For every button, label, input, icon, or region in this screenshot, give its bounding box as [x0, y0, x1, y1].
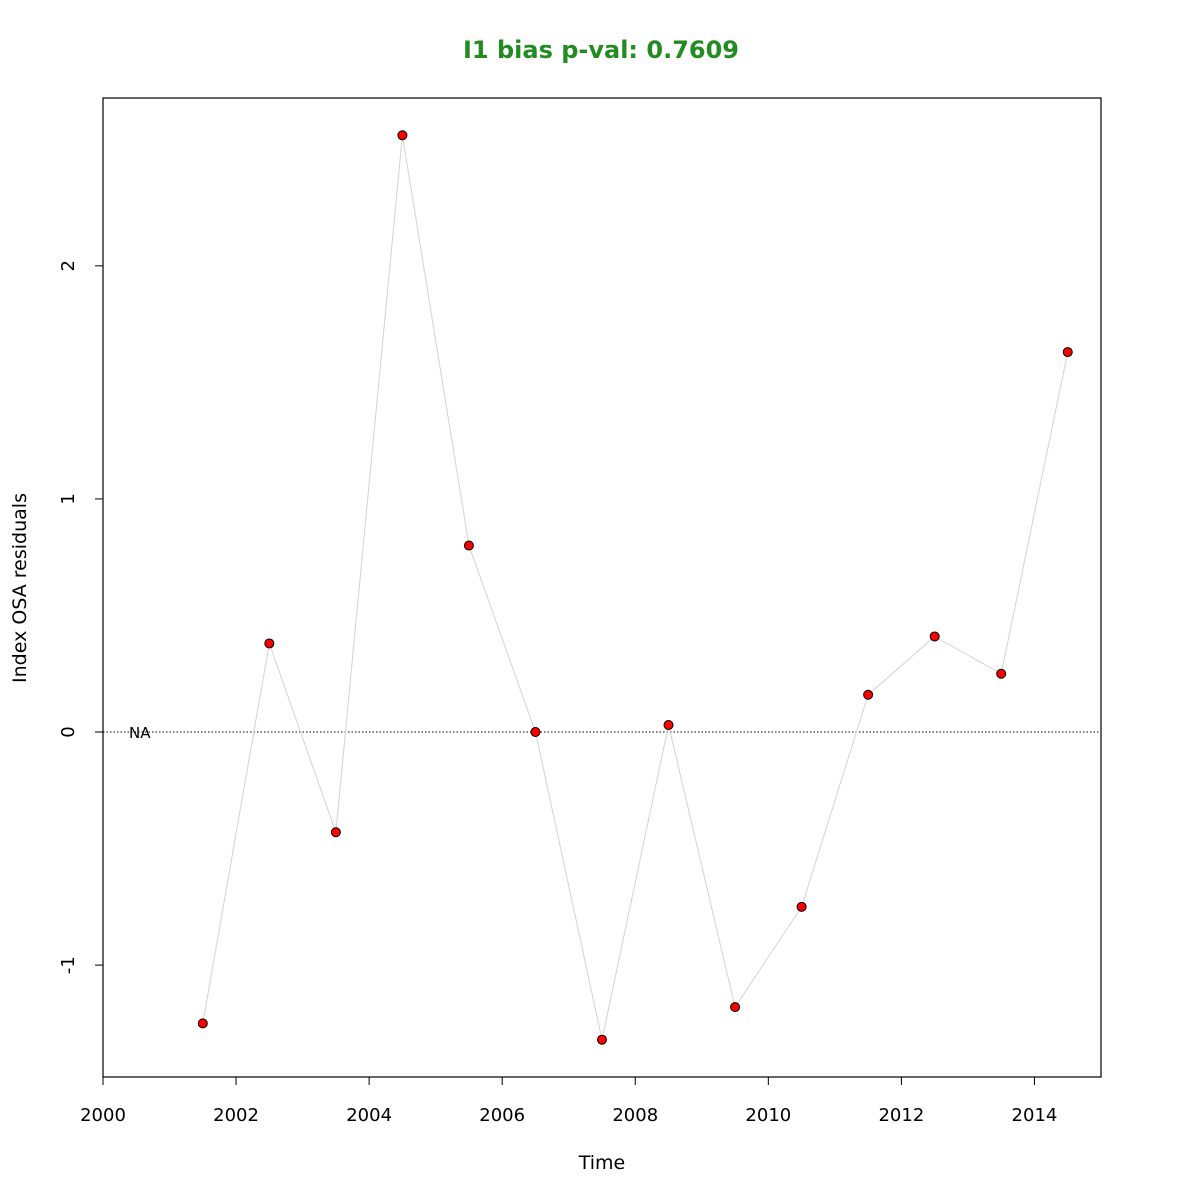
- x-tick-label: 2002: [213, 1105, 259, 1126]
- data-point: [996, 668, 1007, 679]
- data-point: [796, 901, 807, 912]
- plot-frame: [102, 97, 1102, 1078]
- data-point: [397, 130, 408, 141]
- reference-line-label: NA: [129, 724, 151, 742]
- x-axis-label: Time: [578, 1152, 626, 1174]
- x-tick-label: 2014: [1012, 1105, 1058, 1126]
- x-tick-label: 2012: [878, 1105, 924, 1126]
- series-line: [202, 135, 1069, 1040]
- x-tick-label: 2000: [80, 1105, 126, 1126]
- y-tick-label: 1: [58, 493, 79, 504]
- x-tick-label: 2004: [346, 1105, 392, 1126]
- data-point: [530, 727, 541, 738]
- y-tick-label: 2: [58, 260, 79, 271]
- data-point: [929, 631, 940, 642]
- y-axis: -1 0 1 2: [58, 260, 104, 974]
- data-point: [730, 1002, 741, 1013]
- x-tick-label: 2006: [479, 1105, 525, 1126]
- x-tick-label: 2010: [745, 1105, 791, 1126]
- x-axis: 2000 2002 2004 2006 2008 2010 2012 2014: [80, 1076, 1058, 1126]
- data-point: [264, 638, 275, 649]
- chart-title: I1 bias p-val: 0.7609: [463, 36, 739, 64]
- y-axis-label: Index OSA residuals: [9, 493, 31, 683]
- data-point: [197, 1018, 208, 1029]
- data-point: [597, 1034, 607, 1045]
- y-tick-label: -1: [58, 956, 79, 974]
- data-point: [330, 827, 341, 838]
- data-point: [1062, 347, 1073, 358]
- data-point: [863, 689, 874, 700]
- x-tick-label: 2008: [612, 1105, 658, 1126]
- series-line-layer: [202, 135, 1069, 1040]
- data-point: [463, 540, 474, 551]
- data-point: [663, 720, 674, 731]
- reference-layer: NA: [103, 724, 1101, 742]
- points-layer: [197, 130, 1073, 1045]
- y-tick-label: 0: [58, 726, 79, 737]
